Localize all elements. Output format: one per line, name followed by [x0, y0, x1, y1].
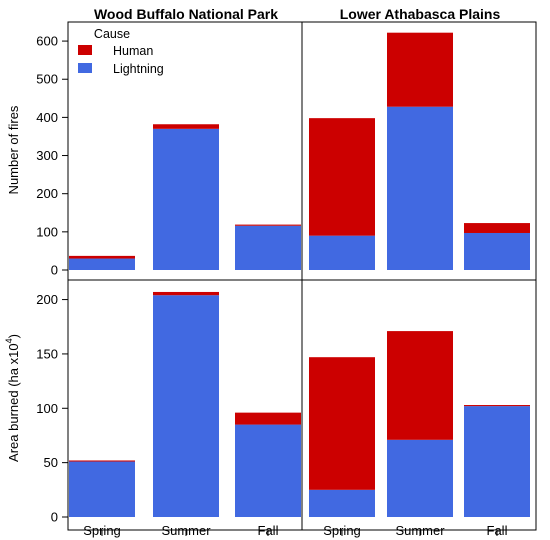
bar-lightning [387, 439, 453, 517]
y-axis-label-area-close: ) [6, 334, 21, 338]
y-tick-label: 200 [36, 186, 58, 201]
y-tick-label: 400 [36, 110, 58, 125]
bar-human [464, 223, 530, 233]
bar-lightning [464, 406, 530, 517]
bar-lightning [235, 225, 301, 270]
y-axis-label-fires: Number of fires [6, 105, 21, 194]
bar-human [309, 118, 375, 236]
y-tick-label: 0 [51, 263, 58, 278]
legend-label-human: Human [113, 44, 153, 58]
bar-human [69, 460, 135, 462]
x-tick-label: Spring [323, 523, 361, 538]
bar-human [153, 291, 219, 296]
bar-lightning [309, 489, 375, 517]
y-tick-label: 200 [36, 292, 58, 307]
x-tick-label: Spring [83, 523, 121, 538]
y-tick-label: 150 [36, 346, 58, 361]
chart-axes: 0 100 200 300 400 500 600 0 50 100 150 200 Spring Sum… [36, 34, 507, 538]
bar-lightning [153, 128, 219, 270]
bar-lightning [69, 258, 135, 270]
bar-lightning [309, 235, 375, 270]
bar-human [235, 224, 301, 226]
y-tick-label: 300 [36, 148, 58, 163]
y-axis-label-area: Area burned (ha x104) [4, 334, 21, 462]
bar-human [309, 357, 375, 490]
x-tick-label: Fall [487, 523, 508, 538]
legend-swatch-human [78, 45, 92, 55]
bar-human [387, 331, 453, 440]
bar-human [69, 255, 135, 259]
legend-label-lightning: Lightning [113, 62, 164, 76]
column-titles: Wood Buffalo National Park Lower Athabas… [94, 6, 501, 22]
legend: Cause Human Lightning [78, 27, 164, 76]
bar-lightning [235, 424, 301, 517]
legend-title: Cause [94, 27, 130, 41]
bar-human [235, 412, 301, 425]
y-tick-label: 50 [44, 455, 58, 470]
bar-lightning [464, 232, 530, 270]
y-tick-label: 600 [36, 34, 58, 49]
legend-swatch-lightning [78, 63, 92, 73]
y-tick-label: 100 [36, 224, 58, 239]
y-axis-labels: Number of fires Area burned (ha x104) [4, 105, 21, 462]
column-title-lower-athabasca: Lower Athabasca Plains [340, 6, 501, 22]
column-title-wood-buffalo: Wood Buffalo National Park [94, 6, 278, 22]
x-tick-label: Fall [258, 523, 279, 538]
y-axis-label-area-superscript: 4 [4, 338, 14, 343]
bar-lightning [387, 106, 453, 270]
y-tick-label: 100 [36, 401, 58, 416]
bar-human [153, 124, 219, 129]
y-tick-label: 500 [36, 72, 58, 87]
y-tick-label: 0 [51, 510, 58, 525]
y-axis-label-area-main: Area burned (ha x10 [6, 343, 21, 462]
bar-lightning [69, 461, 135, 517]
bar-lightning [153, 295, 219, 517]
chart-panels [67, 21, 537, 531]
bar-human [464, 405, 530, 407]
bar-human [387, 32, 453, 107]
panel-frame [301, 279, 537, 531]
x-tick-label: Summer [161, 523, 211, 538]
x-tick-label: Summer [395, 523, 445, 538]
